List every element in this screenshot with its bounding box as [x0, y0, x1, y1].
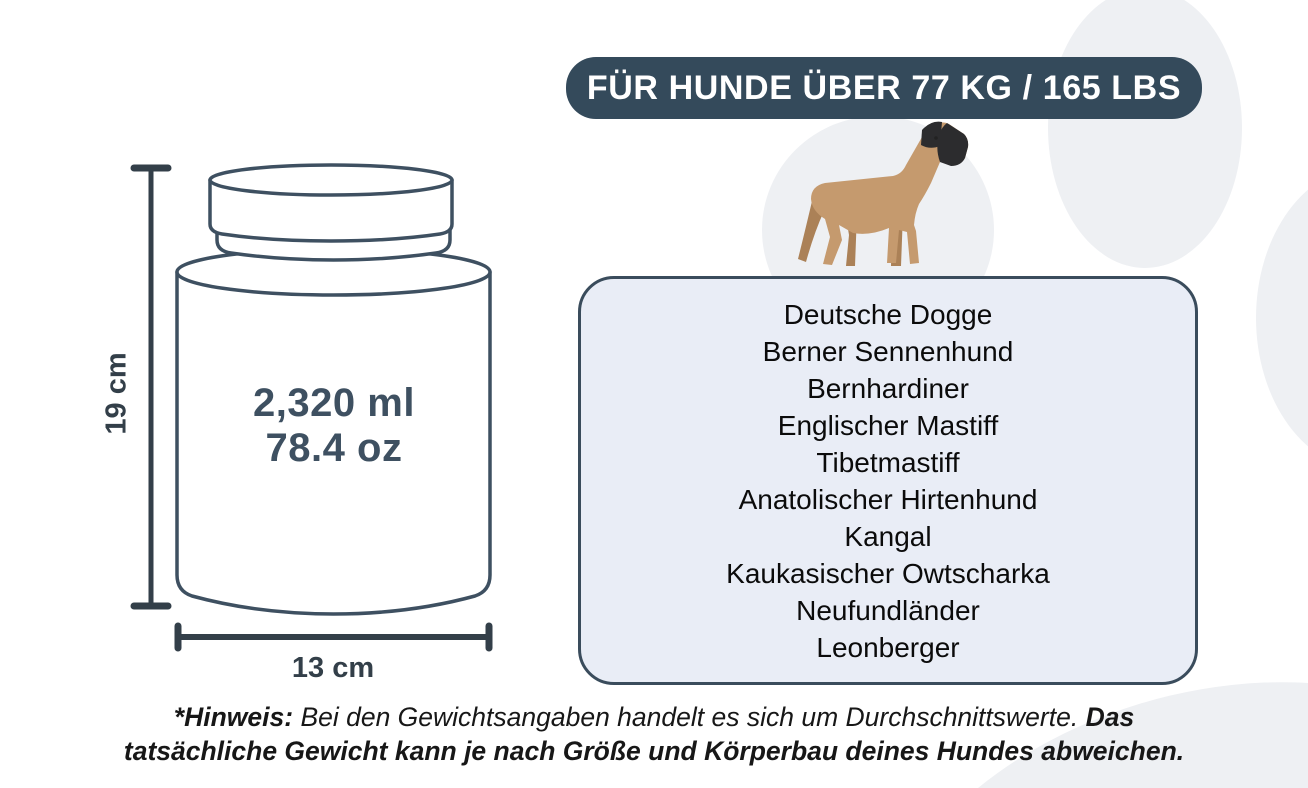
- jar-illustration-icon: [130, 163, 493, 652]
- weight-class-badge: FÜR HUNDE ÜBER 77 KG / 165 LBS: [566, 57, 1202, 119]
- breed-list-box: Deutsche Dogge Berner Sennenhund Bernhardi…: [578, 276, 1198, 685]
- breed-list-item: Anatolischer Hirtenhund: [738, 483, 1038, 515]
- weight-class-badge-label: FÜR HUNDE ÜBER 77 KG / 165 LBS: [586, 68, 1182, 107]
- breed-list-item: Leonberger: [816, 631, 960, 663]
- footnote-text-regular: Bei den Gewichtsangaben handelt es sich …: [293, 702, 1086, 732]
- footnote-text-bold: Das tatsächliche Gewicht kann je nach Gr…: [123, 702, 1185, 766]
- great-dane-illustration-icon: [798, 121, 969, 266]
- breed-list-item: Berner Sennenhund: [762, 335, 1014, 367]
- jar-capacity-oz: 78.4 oz: [265, 426, 403, 470]
- breed-list-item: Tibetmastiff: [816, 446, 960, 478]
- breed-list-item: Englischer Mastiff: [777, 409, 999, 441]
- breed-list-item: Bernhardiner: [807, 372, 969, 404]
- breed-list-item: Deutsche Dogge: [783, 298, 993, 330]
- jar-capacity-ml: 2,320 ml: [253, 381, 415, 425]
- jar-capacity-label: 2,320 ml 78.4 oz: [178, 381, 490, 471]
- footnote: *Hinweis: Bei den Gewichtsangaben handel…: [102, 700, 1206, 768]
- footnote-label: *Hinweis:: [173, 702, 294, 732]
- breed-list-item: Neufundländer: [796, 594, 980, 626]
- jar-height-label: 19 cm: [100, 352, 133, 435]
- jar-diameter-label: 13 cm: [291, 652, 375, 684]
- breed-list-item: Kaukasischer Owtscharka: [726, 557, 1050, 589]
- breed-list-item: Kangal: [844, 520, 932, 552]
